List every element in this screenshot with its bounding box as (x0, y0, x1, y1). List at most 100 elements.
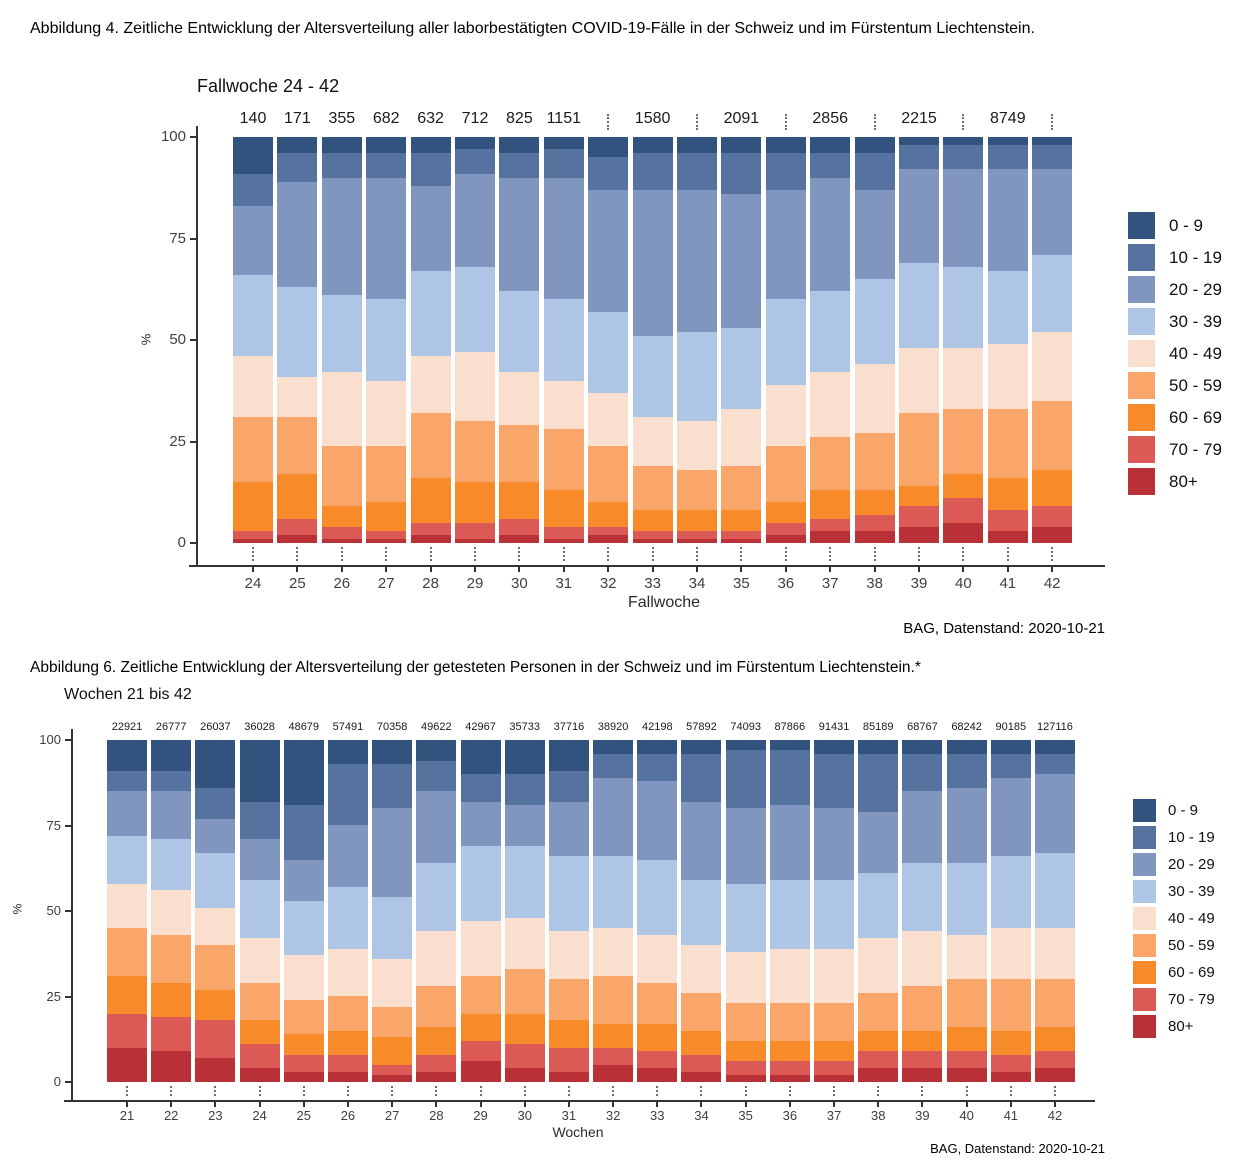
x-tick (518, 567, 521, 572)
segment-0-9 (1032, 137, 1073, 146)
segment-70-79 (990, 1054, 1031, 1072)
y-tick (65, 824, 71, 827)
segment-80+ (455, 538, 495, 543)
bar-week-37 (810, 137, 851, 543)
bar-count-label: 87866 (774, 721, 806, 733)
segment-70-79 (548, 1047, 589, 1072)
segment-0-9 (632, 137, 673, 154)
bar-count-label: 632 (417, 110, 444, 127)
segment-30-39 (366, 299, 407, 381)
count-dots-mark (607, 114, 610, 130)
segment-70-79 (410, 522, 451, 535)
segment-0-9 (548, 740, 589, 771)
segment-60-69 (588, 502, 629, 527)
segment-30-39 (543, 299, 584, 381)
segment-70-79 (460, 1040, 501, 1062)
legend-swatch-0-9 (1133, 799, 1156, 822)
bar-count-label: 85189 (862, 721, 894, 733)
x-tick (562, 567, 565, 572)
segment-0-9 (987, 137, 1028, 146)
legend-label: 30 - 39 (1168, 883, 1215, 900)
segment-10-19 (410, 153, 451, 186)
y-tick (190, 136, 196, 138)
segment-70-79 (765, 522, 806, 535)
bar-count-label: 8749 (990, 110, 1026, 127)
segment-70-79 (1032, 506, 1073, 527)
segment-50-59 (410, 413, 451, 478)
x-tick (385, 567, 388, 572)
legend-swatch-60-69 (1128, 404, 1155, 431)
segment-10-19 (814, 753, 855, 809)
segment-60-69 (858, 1030, 899, 1052)
segment-30-39 (677, 331, 717, 422)
segment-0-9 (637, 740, 678, 754)
segment-60-69 (548, 1020, 589, 1048)
segment-30-39 (233, 275, 273, 357)
segment-40-49 (455, 352, 495, 422)
below-bar-dots (873, 547, 876, 561)
legend-swatch-80+ (1133, 1015, 1156, 1038)
segment-10-19 (327, 763, 368, 826)
segment-80+ (543, 538, 584, 543)
segment-30-39 (810, 291, 851, 373)
bar-count-label: 2215 (901, 110, 937, 127)
segment-60-69 (990, 1030, 1031, 1055)
segment-20-29 (902, 791, 943, 864)
y-tick-label: 50 (46, 903, 61, 918)
segment-50-59 (858, 993, 899, 1031)
bar-week-33 (632, 137, 673, 543)
segment-10-19 (283, 804, 324, 860)
segment-10-19 (810, 153, 851, 178)
chart1-source-note: BAG, Datenstand: 2020-10-21 (903, 620, 1105, 637)
segment-80+ (151, 1051, 192, 1082)
segment-30-39 (990, 856, 1031, 929)
segment-40-49 (548, 931, 589, 980)
segment-50-59 (902, 986, 943, 1031)
legend-swatch-30-39 (1128, 308, 1155, 335)
x-tick (921, 1102, 924, 1107)
legend-item: 10 - 19 (1133, 826, 1215, 849)
x-tick (833, 1102, 836, 1107)
bar-week-36 (769, 740, 810, 1082)
below-bar-dots (656, 1086, 659, 1096)
x-tick-label: 36 (782, 1108, 798, 1123)
segment-20-29 (810, 177, 851, 292)
segment-0-9 (460, 740, 501, 775)
bar-week-34 (681, 740, 722, 1082)
segment-60-69 (416, 1027, 457, 1055)
segment-10-19 (769, 750, 810, 805)
segment-0-9 (721, 137, 762, 154)
segment-0-9 (239, 740, 280, 802)
y-tick-label: 75 (169, 229, 186, 247)
segment-80+ (632, 538, 673, 543)
x-tick-label: 31 (555, 575, 573, 592)
segment-20-29 (460, 801, 501, 846)
segment-70-79 (239, 1044, 280, 1069)
segment-50-59 (810, 437, 851, 491)
x-axis-line (189, 565, 1105, 567)
count-dots-mark (1051, 114, 1054, 130)
x-tick-label: 25 (289, 575, 306, 592)
segment-0-9 (151, 740, 192, 771)
figure6-caption: Abbildung 6. Zeitliche Entwicklung der A… (30, 659, 921, 676)
segment-10-19 (902, 753, 943, 792)
segment-50-59 (499, 425, 540, 483)
x-tick-label: 35 (738, 1108, 753, 1123)
x-tick-label: 27 (384, 1108, 400, 1123)
segment-40-49 (765, 384, 806, 446)
segment-50-59 (416, 986, 457, 1028)
segment-10-19 (548, 770, 589, 802)
below-bar-dots (833, 1086, 836, 1096)
segment-50-59 (588, 445, 629, 503)
segment-0-9 (283, 740, 324, 805)
segment-30-39 (814, 880, 855, 949)
segment-50-59 (1034, 979, 1075, 1028)
segment-30-39 (504, 845, 545, 918)
segment-40-49 (543, 380, 584, 430)
segment-30-39 (372, 897, 413, 959)
bar-week-32 (588, 137, 629, 543)
bar-week-35 (721, 137, 762, 543)
segment-50-59 (151, 934, 192, 983)
segment-0-9 (499, 137, 540, 154)
below-bar-dots (474, 547, 476, 561)
